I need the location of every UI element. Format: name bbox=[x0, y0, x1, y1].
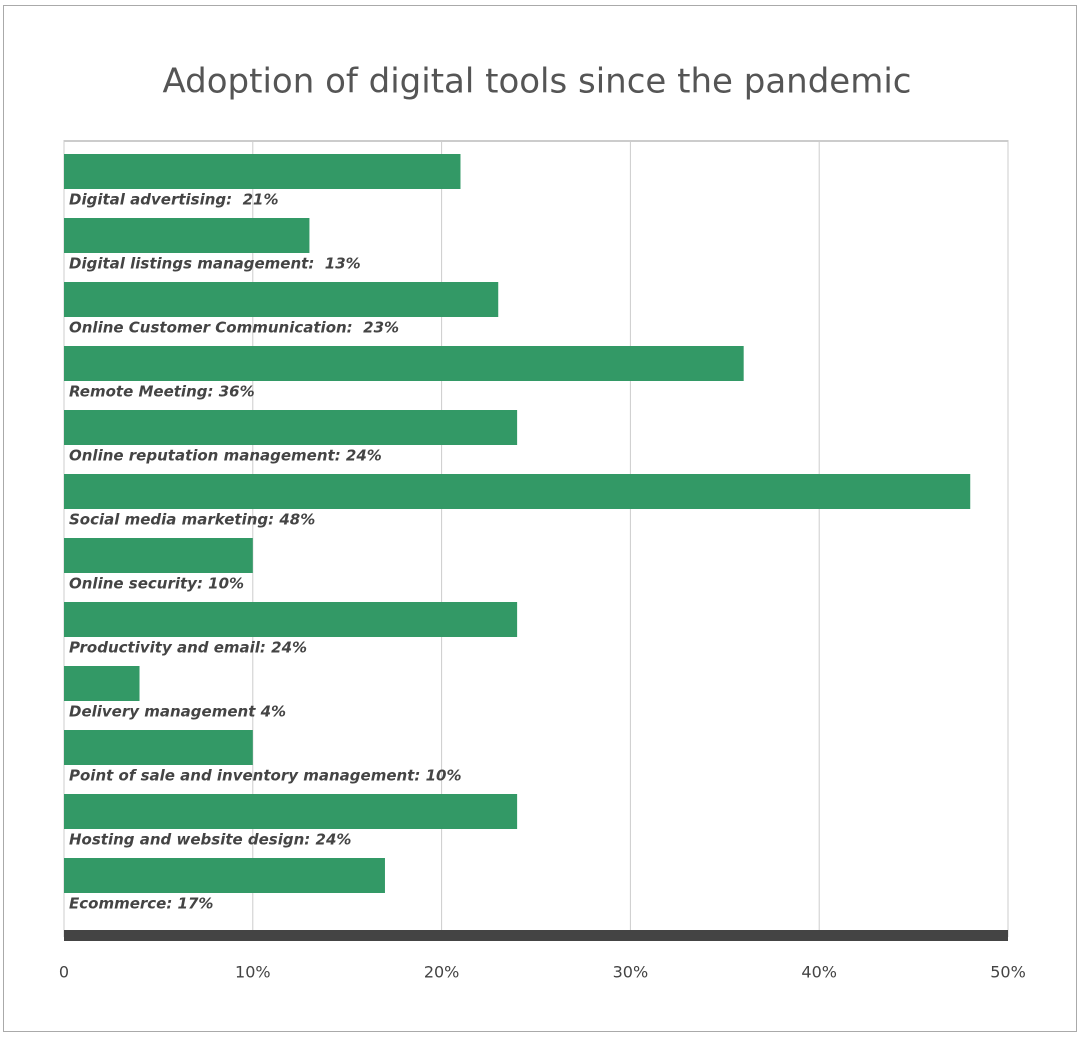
bar bbox=[64, 346, 744, 381]
bar bbox=[64, 858, 385, 893]
bar-label: Productivity and email: 24% bbox=[69, 639, 307, 657]
x-tick-label: 30% bbox=[613, 963, 649, 982]
chart-title: Adoption of digital tools since the pand… bbox=[163, 62, 912, 102]
bar bbox=[64, 154, 461, 189]
bar bbox=[64, 282, 499, 317]
bar-label: Delivery management 4% bbox=[69, 703, 286, 721]
bar bbox=[64, 794, 518, 829]
bar-label: Digital listings management: 13% bbox=[69, 255, 361, 273]
bar-label: Hosting and website design: 24% bbox=[69, 831, 351, 849]
bar-label: Ecommerce: 17% bbox=[69, 895, 213, 913]
bar bbox=[64, 538, 253, 573]
bar-label: Online reputation management: 24% bbox=[69, 447, 382, 465]
bar-label: Online Customer Communication: 23% bbox=[69, 319, 399, 337]
x-tick-label: 40% bbox=[801, 963, 837, 982]
bar bbox=[64, 474, 971, 509]
bar-label: Digital advertising: 21% bbox=[69, 191, 278, 209]
bar bbox=[64, 218, 310, 253]
bar-label: Point of sale and inventory management: … bbox=[69, 767, 461, 785]
x-tick-label: 10% bbox=[235, 963, 271, 982]
bar-label: Remote Meeting: 36% bbox=[69, 383, 255, 401]
bar-label: Online security: 10% bbox=[69, 575, 244, 593]
bar bbox=[64, 410, 518, 445]
x-axis-bar bbox=[64, 930, 1008, 941]
x-tick-label: 0 bbox=[59, 963, 69, 982]
x-tick-label: 50% bbox=[990, 963, 1026, 982]
bar bbox=[64, 730, 253, 765]
bar-label: Social media marketing: 48% bbox=[69, 511, 315, 529]
bar bbox=[64, 602, 518, 637]
bar bbox=[64, 666, 140, 701]
x-tick-label: 20% bbox=[424, 963, 460, 982]
